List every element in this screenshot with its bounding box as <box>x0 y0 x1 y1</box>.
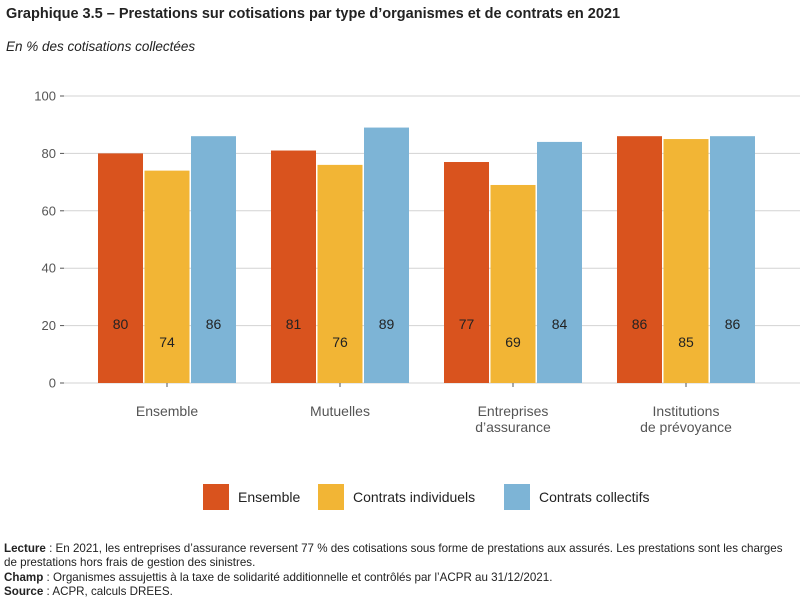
x-tick-label-institutions-de-prevoyance-line-1: Institutions <box>653 403 720 419</box>
note-lecture: Lecture : En 2021, les entreprises d’ass… <box>4 542 798 571</box>
bar-contrats-individuels-ensemble <box>144 170 190 383</box>
data-label-contrats-collectifs-ensemble: 86 <box>206 316 222 332</box>
chart-title: Graphique 3.5 – Prestations sur cotisati… <box>6 6 621 22</box>
x-tick-label-institutions-de-prevoyance-line-2: de prévoyance <box>640 419 732 435</box>
note-source: Source : ACPR, calculs DREES. <box>4 585 798 599</box>
note-champ-text: : Organismes assujettis à la taxe de sol… <box>43 570 553 584</box>
x-tick-label-ensemble: Ensemble <box>136 403 198 419</box>
bar-ensemble-institutions-de-prevoyance <box>617 136 662 383</box>
note-source-text: : ACPR, calculs DREES. <box>43 584 173 598</box>
data-label-ensemble-entreprises-d-assurance: 77 <box>459 316 475 332</box>
bar-chart: 0 20 40 60 80 100 80 81 77 86 74 76 69 85 86 89 84 86 En… <box>34 89 800 435</box>
legend-item-contrats-collectifs: Contrats collectifs <box>504 484 649 510</box>
note-champ: Champ : Organismes assujettis à la taxe … <box>4 571 798 585</box>
legend-swatch-ensemble <box>203 484 229 510</box>
legend-label-ensemble: Ensemble <box>238 489 301 505</box>
legend-label-contrats-individuels: Contrats individuels <box>353 489 476 505</box>
data-label-contrats-individuels-institutions-de-prevoyance: 85 <box>678 334 694 350</box>
x-tick-label-entreprises-d-assurance-line-2: d’assurance <box>475 419 551 435</box>
data-label-ensemble-ensemble: 80 <box>113 316 129 332</box>
legend-item-contrats-individuels: Contrats individuels <box>318 484 475 510</box>
data-label-contrats-collectifs-mutuelles: 89 <box>379 316 395 332</box>
bar-contrats-individuels-entreprises-d-assurance <box>490 184 536 383</box>
note-champ-label: Champ <box>4 570 44 584</box>
note-lecture-label: Lecture <box>4 542 46 555</box>
data-label-contrats-individuels-mutuelles: 76 <box>332 334 348 350</box>
y-tick-label-0: 0 <box>49 376 56 391</box>
y-tick-label-100: 100 <box>34 89 56 104</box>
y-tick-label-60: 60 <box>42 203 56 218</box>
data-label-ensemble-mutuelles: 81 <box>286 316 302 332</box>
bar-contrats-individuels-institutions-de-prevoyance <box>663 139 709 383</box>
data-label-contrats-individuels-entreprises-d-assurance: 69 <box>505 334 521 350</box>
bar-contrats-collectifs-entreprises-d-assurance <box>537 141 582 383</box>
note-source-label: Source <box>4 584 44 598</box>
legend-swatch-contrats-individuels <box>318 484 344 510</box>
chart-legend: Ensemble Contrats individuels Contrats c… <box>0 484 800 510</box>
bar-contrats-individuels-mutuelles <box>317 164 363 383</box>
bar-ensemble-entreprises-d-assurance <box>444 162 489 383</box>
data-label-contrats-individuels-ensemble: 74 <box>159 334 175 350</box>
data-label-contrats-collectifs-entreprises-d-assurance: 84 <box>552 316 568 332</box>
legend-item-ensemble: Ensemble <box>203 484 300 510</box>
y-tick-label-20: 20 <box>42 318 56 333</box>
data-label-ensemble-institutions-de-prevoyance: 86 <box>632 316 648 332</box>
y-tick-label-40: 40 <box>42 261 56 276</box>
bar-contrats-collectifs-mutuelles <box>364 127 409 383</box>
legend-label-contrats-collectifs: Contrats collectifs <box>539 489 650 505</box>
y-tick-label-80: 80 <box>42 146 56 161</box>
bar-ensemble-mutuelles <box>271 150 316 383</box>
data-label-contrats-collectifs-institutions-de-prevoyance: 86 <box>725 316 741 332</box>
x-tick-label-entreprises-d-assurance-line-1: Entreprises <box>478 403 549 419</box>
chart-subtitle: En % des cotisations collectées <box>6 39 196 54</box>
legend-swatch-contrats-collectifs <box>504 484 530 510</box>
x-tick-label-mutuelles: Mutuelles <box>310 403 370 419</box>
bar-ensemble-ensemble <box>98 153 143 383</box>
note-lecture-text: : En 2021, les entreprises d’assurance r… <box>4 542 783 570</box>
bar-contrats-collectifs-institutions-de-prevoyance <box>710 136 755 383</box>
bar-contrats-collectifs-ensemble <box>191 136 236 383</box>
chart-notes: Lecture : En 2021, les entreprises d’ass… <box>4 542 798 599</box>
